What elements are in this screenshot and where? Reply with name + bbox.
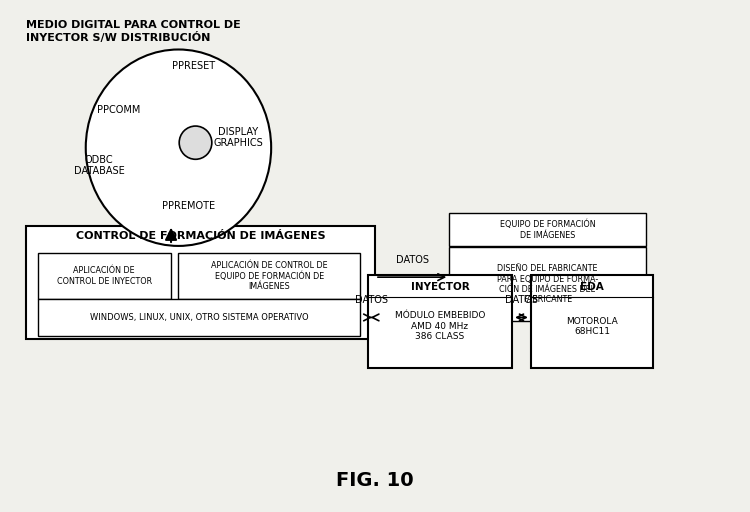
Text: FIG. 10: FIG. 10 — [336, 471, 414, 489]
Text: DATOS: DATOS — [505, 295, 538, 305]
FancyBboxPatch shape — [38, 253, 171, 299]
Text: EQUIPO DE FORMACIÓN
DE IMÁGENES: EQUIPO DE FORMACIÓN DE IMÁGENES — [500, 220, 596, 240]
Text: MÓDULO EMBEBIDO
AMD 40 MHz
386 CLASS: MÓDULO EMBEBIDO AMD 40 MHz 386 CLASS — [394, 311, 485, 341]
Text: DATOS: DATOS — [355, 295, 388, 305]
Text: ODBC
DATABASE: ODBC DATABASE — [74, 155, 124, 176]
Text: DISPLAY
GRAPHICS: DISPLAY GRAPHICS — [214, 127, 263, 148]
Text: INYECTOR: INYECTOR — [410, 282, 470, 292]
FancyBboxPatch shape — [449, 247, 646, 322]
Text: DATOS: DATOS — [395, 254, 428, 265]
Text: PPCOMM: PPCOMM — [98, 105, 141, 115]
FancyBboxPatch shape — [178, 253, 360, 299]
Text: DISEÑO DEL FABRICANTE
PARA EQUIPO DE FORMA-
CIÓN DE IMÁGENES DEL
FABRICANTE: DISEÑO DEL FABRICANTE PARA EQUIPO DE FOR… — [496, 264, 598, 304]
Text: PPREMOTE: PPREMOTE — [161, 201, 214, 210]
Text: PPRESET: PPRESET — [172, 60, 214, 71]
Text: APLICACIÓN DE CONTROL DE
EQUIPO DE FORMACIÓN DE
IMÁGENES: APLICACIÓN DE CONTROL DE EQUIPO DE FORMA… — [211, 261, 328, 291]
Ellipse shape — [179, 126, 212, 159]
Text: EDA: EDA — [580, 282, 604, 292]
Ellipse shape — [86, 50, 272, 246]
FancyBboxPatch shape — [38, 300, 360, 335]
Text: MEDIO DIGITAL PARA CONTROL DE
INYECTOR S/W DISTRIBUCIÓN: MEDIO DIGITAL PARA CONTROL DE INYECTOR S… — [26, 20, 242, 43]
Text: APLICACIÓN DE
CONTROL DE INYECTOR: APLICACIÓN DE CONTROL DE INYECTOR — [57, 266, 152, 286]
FancyBboxPatch shape — [26, 226, 375, 339]
Text: CONTROL DE FORMACIÓN DE IMÁGENES: CONTROL DE FORMACIÓN DE IMÁGENES — [76, 231, 326, 241]
FancyBboxPatch shape — [531, 274, 653, 368]
FancyBboxPatch shape — [368, 274, 512, 368]
Text: MOTOROLA
68HC11: MOTOROLA 68HC11 — [566, 316, 618, 336]
Text: WINDOWS, LINUX, UNIX, OTRO SISTEMA OPERATIVO: WINDOWS, LINUX, UNIX, OTRO SISTEMA OPERA… — [89, 313, 308, 322]
FancyBboxPatch shape — [449, 213, 646, 246]
